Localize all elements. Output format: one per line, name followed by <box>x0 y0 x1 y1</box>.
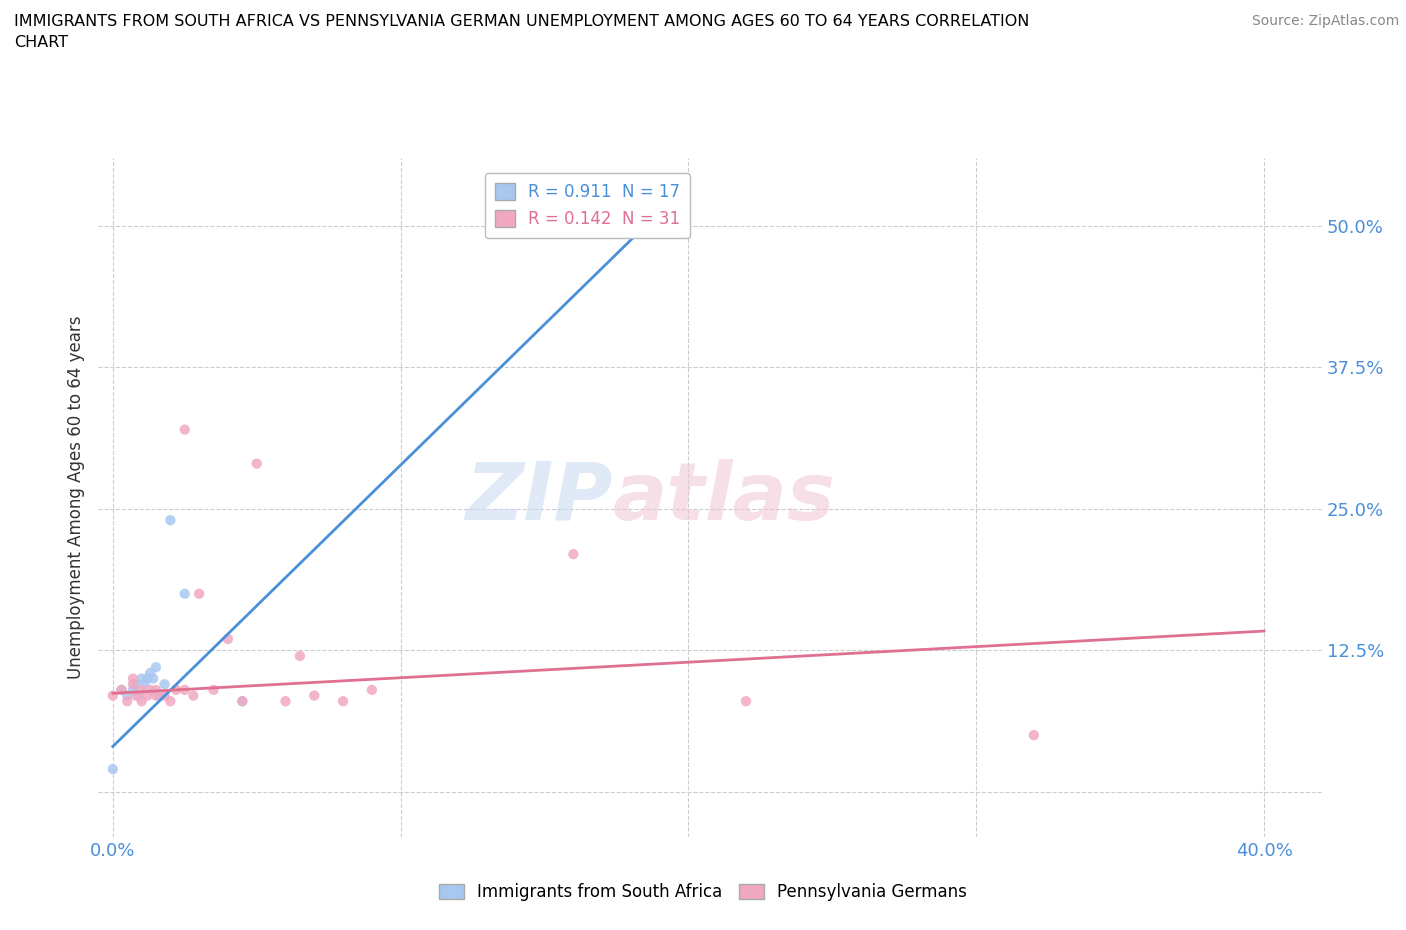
Point <box>183 688 205 703</box>
Point <box>122 671 145 686</box>
Point <box>159 694 181 709</box>
Point <box>202 683 225 698</box>
Point <box>304 688 326 703</box>
Point <box>131 671 153 686</box>
Point <box>153 677 176 692</box>
Point <box>145 683 167 698</box>
Point <box>110 683 132 698</box>
Legend: R = 0.911  N = 17, R = 0.142  N = 31: R = 0.911 N = 17, R = 0.142 N = 31 <box>485 173 690 238</box>
Point <box>125 688 148 703</box>
Point <box>115 688 138 703</box>
Point <box>562 547 585 562</box>
Point <box>288 648 311 663</box>
Y-axis label: Unemployment Among Ages 60 to 64 years: Unemployment Among Ages 60 to 64 years <box>66 316 84 679</box>
Point <box>735 694 758 709</box>
Point <box>231 694 253 709</box>
Point <box>173 586 195 601</box>
Point <box>246 457 269 472</box>
Point <box>360 683 382 698</box>
Point <box>145 660 167 675</box>
Point <box>139 683 162 698</box>
Text: IMMIGRANTS FROM SOUTH AFRICA VS PENNSYLVANIA GERMAN UNEMPLOYMENT AMONG AGES 60 T: IMMIGRANTS FROM SOUTH AFRICA VS PENNSYLV… <box>14 14 1029 50</box>
Point <box>332 694 354 709</box>
Point <box>142 671 165 686</box>
Point <box>131 683 153 698</box>
Legend: Immigrants from South Africa, Pennsylvania Germans: Immigrants from South Africa, Pennsylvan… <box>432 876 974 908</box>
Point <box>101 762 124 777</box>
Point <box>122 677 145 692</box>
Point <box>173 422 195 437</box>
Point <box>131 694 153 709</box>
Point <box>136 688 159 703</box>
Point <box>173 683 195 698</box>
Point <box>274 694 297 709</box>
Point <box>145 688 167 703</box>
Point <box>159 512 181 527</box>
Point <box>165 683 187 698</box>
Text: Source: ZipAtlas.com: Source: ZipAtlas.com <box>1251 14 1399 28</box>
Point <box>134 677 156 692</box>
Point <box>110 683 132 698</box>
Point <box>231 694 253 709</box>
Point <box>148 688 170 703</box>
Point <box>122 683 145 698</box>
Point <box>188 586 211 601</box>
Point <box>217 631 239 646</box>
Point <box>139 666 162 681</box>
Text: ZIP: ZIP <box>465 458 612 537</box>
Point <box>125 677 148 692</box>
Point <box>136 671 159 686</box>
Point <box>128 688 150 703</box>
Point <box>153 688 176 703</box>
Point <box>101 688 124 703</box>
Point <box>1022 728 1045 743</box>
Point <box>115 694 138 709</box>
Text: atlas: atlas <box>612 458 835 537</box>
